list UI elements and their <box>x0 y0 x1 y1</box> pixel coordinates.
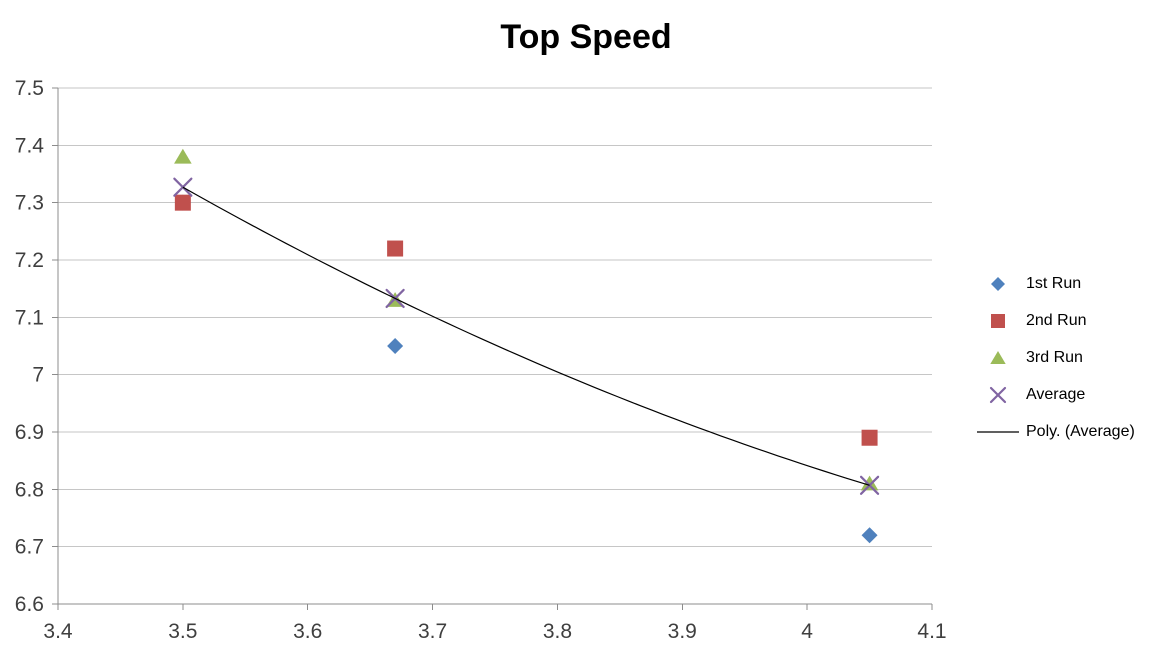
legend-label-average: Average <box>1026 385 1086 403</box>
series-2nd-run <box>174 194 878 446</box>
legend-label-1st-run: 1st Run <box>1026 274 1082 292</box>
data-point-diamond <box>387 338 404 354</box>
legend-item-3rd-run: 3rd Run <box>977 339 1135 376</box>
data-point-triangle <box>860 475 879 491</box>
data-point-square <box>861 429 878 446</box>
data-point-x <box>859 475 880 495</box>
x-axis-tick-label: 3.5 <box>168 620 197 643</box>
y-axis-tick-label: 6.9 <box>15 421 44 444</box>
data-point-triangle <box>174 148 192 164</box>
legend-item-2nd-run: 2nd Run <box>977 302 1135 339</box>
legend-item-average: Average <box>977 376 1135 413</box>
x-axis-tick-label: 4.1 <box>917 620 946 643</box>
y-axis-tick-label: 7.2 <box>15 249 44 272</box>
legend-label-2nd-run: 2nd Run <box>1026 311 1087 329</box>
x-marker-icon <box>977 385 1019 405</box>
x-axis-tick-label: 3.8 <box>543 620 572 643</box>
series-average <box>173 177 880 495</box>
data-point-square <box>174 194 191 211</box>
legend: 1st Run 2nd Run 3rd Run Average Poly. (A… <box>977 265 1135 450</box>
x-axis-tick-label: 4 <box>801 620 813 643</box>
y-axis-tick-label: 7 <box>32 364 44 387</box>
data-point-diamond <box>861 527 878 544</box>
y-axis-tick-label: 6.8 <box>15 478 44 501</box>
y-axis-tick-label: 6.6 <box>15 593 44 616</box>
y-axis-tick-label: 6.7 <box>15 536 44 559</box>
series-1st-run <box>174 194 878 544</box>
y-axis-tick-label: 7.5 <box>15 77 44 100</box>
x-axis-tick-label: 3.4 <box>43 620 73 643</box>
x-axis-tick-label: 3.9 <box>668 620 697 643</box>
x-axis-tick-label: 3.6 <box>293 620 322 643</box>
legend-label-3rd-run: 3rd Run <box>1026 348 1083 366</box>
data-point-square <box>387 240 404 257</box>
triangle-marker-icon <box>977 348 1019 368</box>
data-point-x <box>173 177 193 197</box>
chart-title: Top Speed <box>500 18 672 56</box>
poly-trendline <box>182 186 870 486</box>
y-axis-tick-label: 7.1 <box>15 306 44 329</box>
x-axis-tick-label: 3.7 <box>418 620 447 643</box>
diamond-marker-icon <box>977 274 1019 294</box>
y-axis-tick-label: 7.3 <box>15 192 44 215</box>
trendline-icon <box>977 422 1019 442</box>
series-3rd-run <box>174 148 879 491</box>
legend-label-poly-average: Poly. (Average) <box>1026 422 1135 440</box>
square-marker-icon <box>977 311 1019 331</box>
y-axis-tick-label: 7.4 <box>15 134 45 157</box>
legend-item-poly-average: Poly. (Average) <box>977 413 1135 450</box>
legend-item-1st-run: 1st Run <box>977 265 1135 302</box>
